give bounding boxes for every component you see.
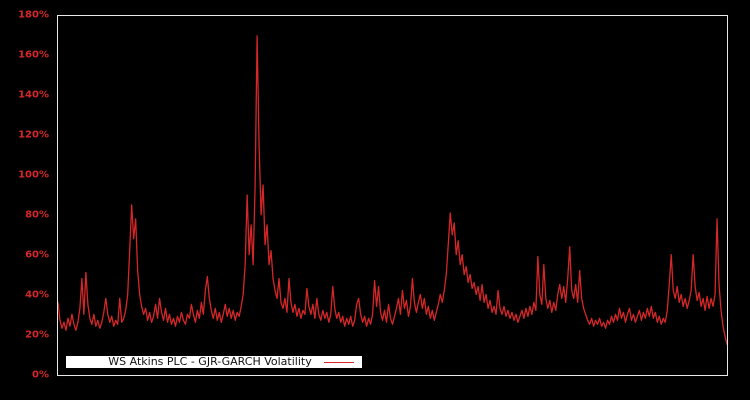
y-tick-label: 20% (25, 329, 49, 341)
y-tick-label: 140% (18, 89, 49, 101)
plot-area: WS Atkins PLC - GJR-GARCH Volatility (57, 15, 728, 376)
red-line-sample-icon (324, 361, 354, 363)
legend: WS Atkins PLC - GJR-GARCH Volatility (65, 355, 363, 369)
y-tick-label: 80% (25, 209, 49, 221)
y-tick-label: 100% (18, 169, 49, 181)
volatility-line (58, 35, 727, 345)
y-tick-label: 160% (18, 49, 49, 61)
y-tick-label: 180% (18, 9, 49, 21)
y-tick-label: 60% (25, 249, 49, 261)
volatility-line-svg (58, 35, 727, 345)
y-tick-label: 120% (18, 129, 49, 141)
y-axis-tick-labels: 180% 160% 140% 120% 100% 80% 60% 40% 20% 0% (0, 0, 53, 400)
legend-label: WS Atkins PLC - GJR-GARCH Volatility (108, 356, 312, 368)
y-tick-label: 0% (32, 369, 49, 381)
y-tick-label: 40% (25, 289, 49, 301)
